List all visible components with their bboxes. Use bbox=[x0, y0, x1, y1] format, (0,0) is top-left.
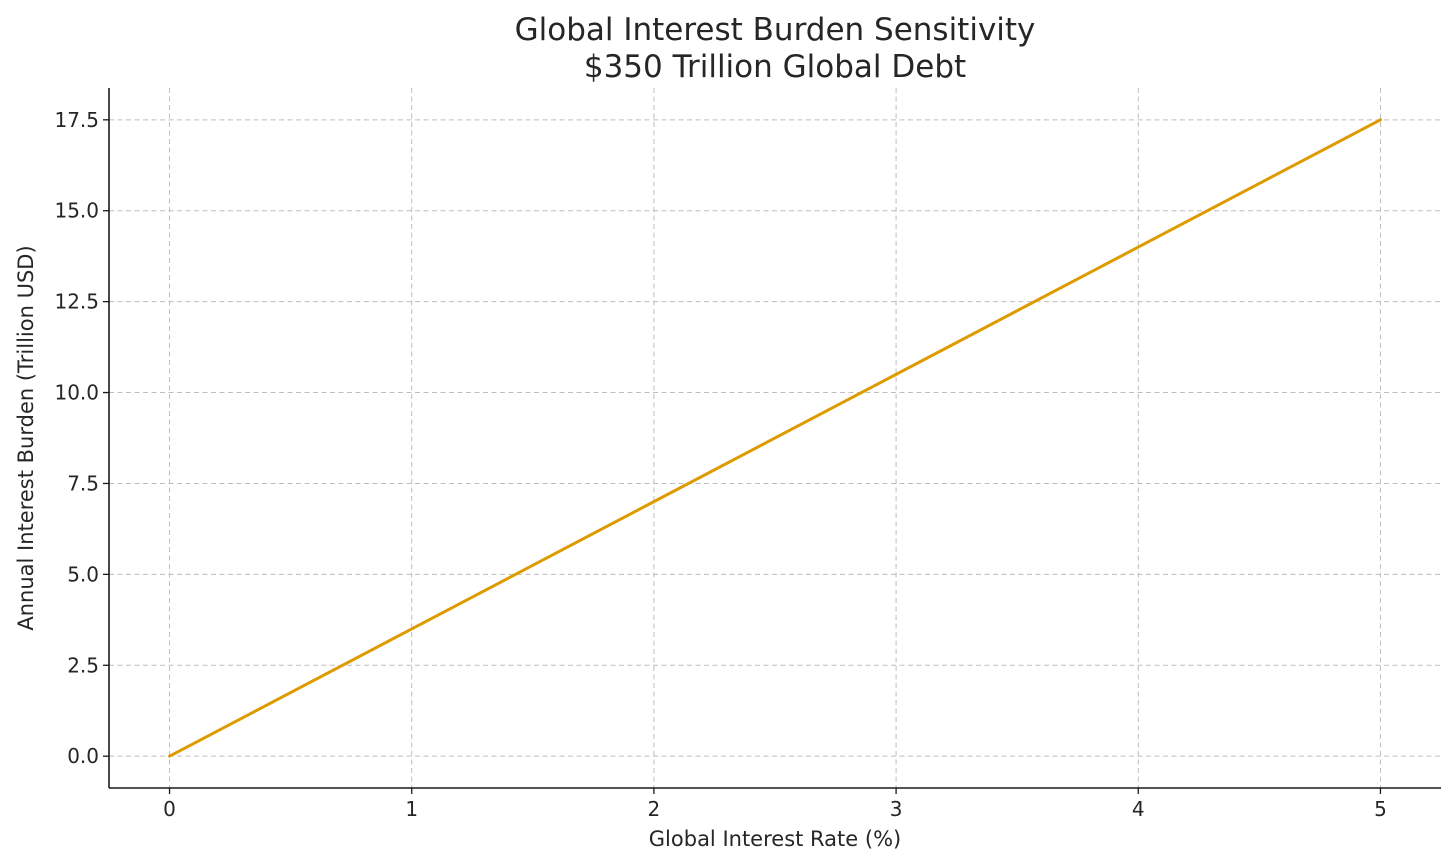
y-tick-label: 7.5 bbox=[67, 471, 99, 495]
ticks: 0 1 2 3 4 5 0.0 2.5 5.0 7.5 10.0 12.5 15.0 17.5 bbox=[54, 108, 1386, 821]
x-tick-label: 0 bbox=[163, 797, 176, 821]
chart-subtitle: $350 Trillion Global Debt bbox=[584, 49, 966, 85]
y-tick-label: 12.5 bbox=[54, 290, 99, 314]
x-tick-label: 3 bbox=[890, 797, 903, 821]
x-tick-label: 1 bbox=[405, 797, 418, 821]
series-layer bbox=[168, 118, 1382, 758]
y-tick-label: 2.5 bbox=[67, 653, 99, 677]
y-tick-label: 10.0 bbox=[54, 381, 99, 405]
y-tick-label: 17.5 bbox=[54, 108, 99, 132]
y-tick-label: 5.0 bbox=[67, 562, 99, 586]
y-axis-label: Annual Interest Burden (Trillion USD) bbox=[14, 245, 38, 630]
axes bbox=[108, 88, 1441, 789]
x-tick-label: 4 bbox=[1132, 797, 1145, 821]
x-tick-label: 2 bbox=[648, 797, 661, 821]
grid bbox=[109, 88, 1441, 788]
chart-title: Global Interest Burden Sensitivity bbox=[515, 12, 1036, 48]
y-tick-label: 0.0 bbox=[67, 744, 99, 768]
x-tick-label: 5 bbox=[1374, 797, 1387, 821]
x-axis-label: Global Interest Rate (%) bbox=[649, 827, 901, 851]
series-line bbox=[168, 118, 1382, 758]
y-tick-label: 15.0 bbox=[54, 199, 99, 223]
